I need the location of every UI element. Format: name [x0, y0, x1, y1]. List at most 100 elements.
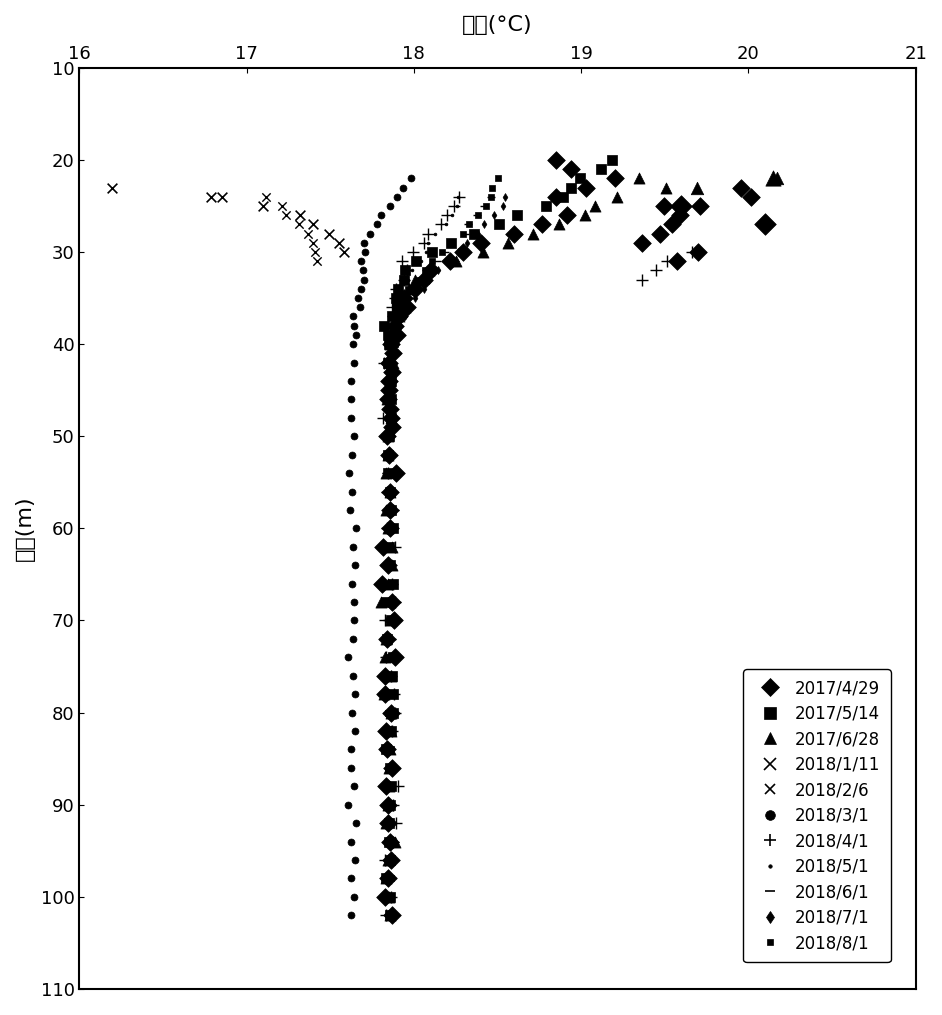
Point — [380, 483, 395, 499]
Point — [381, 815, 396, 831]
Point — [214, 189, 229, 205]
Point — [380, 612, 395, 628]
Point — [381, 741, 396, 757]
Point — [479, 198, 494, 214]
Point — [377, 354, 392, 370]
Point — [387, 539, 402, 555]
Point — [377, 650, 392, 666]
Point — [382, 594, 398, 610]
Point — [380, 815, 395, 831]
Point — [388, 336, 403, 352]
Point — [385, 760, 400, 776]
Point — [382, 741, 398, 757]
Point — [382, 576, 397, 592]
Point — [381, 465, 396, 481]
Point — [345, 336, 360, 352]
Point — [383, 779, 398, 795]
Point — [634, 234, 649, 251]
Point — [501, 234, 516, 251]
X-axis label: 温度(°C): 温度(°C) — [463, 15, 533, 35]
Point — [381, 704, 396, 721]
Point — [357, 244, 372, 260]
Point — [404, 281, 419, 297]
Point — [593, 161, 609, 178]
Point — [382, 483, 398, 499]
Point — [658, 180, 674, 196]
Point — [560, 207, 575, 223]
Point — [653, 225, 668, 242]
Point — [390, 299, 405, 316]
Point — [395, 253, 410, 269]
Point — [383, 779, 398, 795]
Point — [385, 373, 400, 389]
Point — [389, 815, 404, 831]
Point — [551, 216, 566, 232]
Point — [382, 760, 398, 776]
Point — [383, 410, 398, 426]
Point — [390, 327, 405, 343]
Point — [483, 189, 498, 205]
Point — [659, 253, 674, 269]
Point — [348, 557, 363, 573]
Point — [665, 216, 680, 232]
Point — [381, 779, 396, 795]
Point — [382, 354, 397, 370]
Point — [383, 723, 398, 739]
Point — [381, 686, 396, 702]
Point — [383, 852, 398, 868]
Point — [395, 299, 410, 316]
Point — [383, 797, 398, 813]
Point — [348, 686, 363, 702]
Point — [380, 630, 395, 647]
Point — [393, 290, 408, 307]
Point — [344, 447, 359, 463]
Point — [449, 198, 464, 214]
Point — [381, 630, 396, 647]
Point — [382, 354, 397, 370]
Point — [390, 779, 405, 795]
Point — [383, 741, 398, 757]
Point — [383, 833, 398, 850]
Point — [384, 363, 399, 380]
Point — [382, 760, 398, 776]
Point — [379, 521, 394, 537]
Point — [379, 741, 394, 757]
Point — [380, 539, 395, 555]
Point — [386, 309, 401, 325]
Point — [347, 779, 362, 795]
Point — [347, 612, 362, 628]
Point — [430, 262, 446, 278]
Point — [381, 870, 396, 886]
Point — [357, 234, 372, 251]
Point — [437, 244, 452, 260]
Point — [447, 198, 462, 214]
Point — [382, 594, 397, 610]
Point — [381, 557, 396, 573]
Point — [376, 539, 391, 555]
Point — [392, 309, 407, 325]
Point — [450, 189, 465, 205]
Point — [387, 290, 402, 307]
Point — [382, 723, 397, 739]
Point — [390, 281, 405, 297]
Point — [379, 650, 394, 666]
Point — [548, 152, 563, 168]
Point — [332, 234, 347, 251]
Point — [382, 668, 398, 684]
Point — [306, 216, 321, 232]
Point — [382, 428, 397, 445]
Point — [348, 852, 363, 868]
Point — [382, 557, 397, 573]
Point — [381, 447, 396, 463]
Point — [382, 501, 398, 518]
Point — [381, 391, 396, 407]
Point — [300, 225, 316, 242]
Point — [448, 253, 463, 269]
Point — [383, 612, 398, 628]
Point — [386, 318, 401, 334]
Point — [344, 391, 359, 407]
Point — [539, 198, 554, 214]
Point — [401, 281, 416, 297]
Point — [380, 797, 395, 813]
Point — [384, 668, 399, 684]
